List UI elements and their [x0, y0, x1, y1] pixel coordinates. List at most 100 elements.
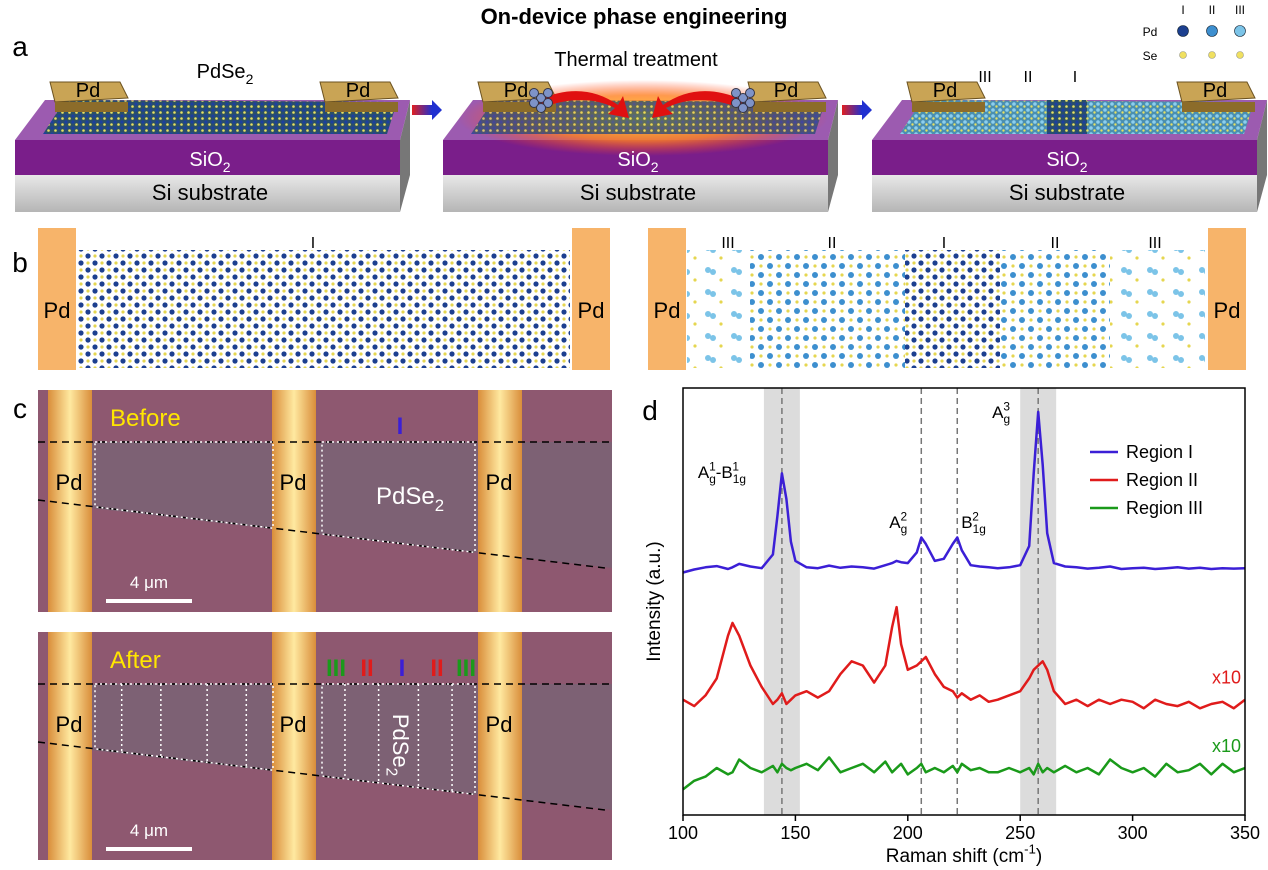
- text-part: SiO: [1046, 149, 1079, 171]
- pd-stripe: [478, 632, 522, 860]
- pad-top: [49, 81, 129, 103]
- substrate-label: Si substrate: [1009, 180, 1125, 205]
- legend-pd-atom: [1206, 25, 1218, 37]
- region-marker: I: [397, 413, 404, 440]
- text-part: B: [961, 513, 972, 532]
- subscript: 2: [651, 159, 659, 175]
- subscript: 2: [435, 496, 444, 515]
- pad-label: Pd: [774, 80, 798, 102]
- pd-stripe: [478, 390, 522, 612]
- substrate: [443, 175, 828, 212]
- lattice: [78, 250, 570, 368]
- heat-arrow: [538, 91, 629, 118]
- legend-label: II: [1209, 3, 1216, 17]
- text-part: A: [992, 403, 1004, 422]
- pd-cluster-atom: [543, 98, 553, 108]
- pad-label: Pd: [346, 80, 370, 102]
- film-label: PdSe2: [376, 483, 444, 515]
- substrate-side: [400, 100, 410, 212]
- text-part: A: [698, 463, 710, 482]
- pad-front: [912, 102, 985, 112]
- superscript: 2: [972, 509, 979, 523]
- region-label: III: [721, 235, 734, 252]
- oxide-label: SiO2: [1046, 149, 1087, 175]
- process-arrow: [412, 105, 432, 115]
- superscript: 3: [1003, 399, 1010, 413]
- text-part: PdSe: [388, 714, 413, 768]
- region-marker: III: [456, 655, 476, 682]
- film-outline: [321, 441, 476, 554]
- device: Pd Pd SiO2 Si substrate Thermal treatment: [443, 49, 838, 212]
- scale-bar-label: 4 μm: [130, 821, 168, 840]
- pd-cluster-atom: [529, 88, 539, 98]
- subscript: g: [709, 472, 716, 486]
- x-tick-label: 300: [1118, 823, 1148, 843]
- phase-I-region: [1047, 100, 1087, 134]
- pad-front: [325, 102, 398, 112]
- film-outline: [321, 683, 476, 796]
- panel-label: b: [12, 247, 28, 278]
- pad-front: [55, 102, 128, 112]
- lattice: [750, 250, 905, 368]
- subscript: 1g: [733, 472, 746, 486]
- legend-label: Se: [1143, 49, 1158, 63]
- pd-stripe: [272, 632, 316, 860]
- pd-cluster-atom: [745, 88, 755, 98]
- text-part: ): [1036, 846, 1042, 867]
- pad-top: [1176, 81, 1256, 103]
- process-arrow-head: [432, 100, 442, 120]
- pad-label: Pd: [1214, 298, 1241, 323]
- legend-label: Region III: [1126, 498, 1203, 518]
- heat-arrow: [652, 91, 743, 118]
- text-part: PdSe: [376, 483, 435, 510]
- caption: After: [110, 647, 161, 674]
- legend-label: III: [1235, 3, 1245, 17]
- subscript: g: [1004, 412, 1011, 426]
- peak-label: Ag1-B1g1: [698, 459, 746, 486]
- pad-label: Pd: [1203, 80, 1227, 102]
- subscript: 2: [1080, 159, 1088, 175]
- pad-top: [906, 81, 986, 103]
- spectrum-line: [682, 605, 1246, 710]
- region-marker: I: [399, 655, 406, 682]
- x-tick-label: 200: [893, 823, 923, 843]
- superscript: 1: [709, 459, 716, 473]
- spectrum-line: [682, 756, 1246, 791]
- region-label: II: [828, 235, 837, 252]
- legend-label: I: [1181, 3, 1184, 17]
- pd-cluster-atom: [529, 98, 539, 108]
- crystal-film: [43, 100, 397, 134]
- pd-electrode: [572, 228, 610, 370]
- scale-bar-label: 4 μm: [130, 573, 168, 592]
- region-label: II: [1051, 235, 1060, 252]
- pd-stripe: [48, 390, 92, 612]
- process-arrow: [842, 105, 862, 115]
- spectrum-line: [682, 410, 1246, 574]
- substrate: [872, 175, 1257, 212]
- legend-label: Region II: [1126, 470, 1198, 490]
- crystal-film: [471, 100, 825, 134]
- pd-stripe: [272, 390, 316, 612]
- substrate: [15, 175, 400, 212]
- legend-se-atom: [1236, 51, 1244, 59]
- x-tick-label: 250: [1005, 823, 1035, 843]
- film-outline: [94, 683, 274, 772]
- superscript: -1: [1024, 841, 1036, 856]
- pd-electrode: [1208, 228, 1246, 370]
- text-part: Raman shift (cm: [886, 846, 1024, 867]
- pad-label: Pd: [486, 712, 513, 737]
- text-part: -B: [716, 463, 733, 482]
- film-outline: [94, 441, 274, 530]
- pad-label: Pd: [280, 470, 307, 495]
- plot-frame: [682, 387, 1246, 816]
- substrate-label: Si substrate: [580, 180, 696, 205]
- pad-front: [753, 102, 826, 112]
- pad-label: Pd: [486, 470, 513, 495]
- figure-title: On-device phase engineering: [481, 4, 788, 29]
- film-label: PdSe2: [197, 61, 254, 87]
- x-tick-label: 150: [780, 823, 810, 843]
- x-axis-label: Raman shift (cm-1): [886, 841, 1042, 867]
